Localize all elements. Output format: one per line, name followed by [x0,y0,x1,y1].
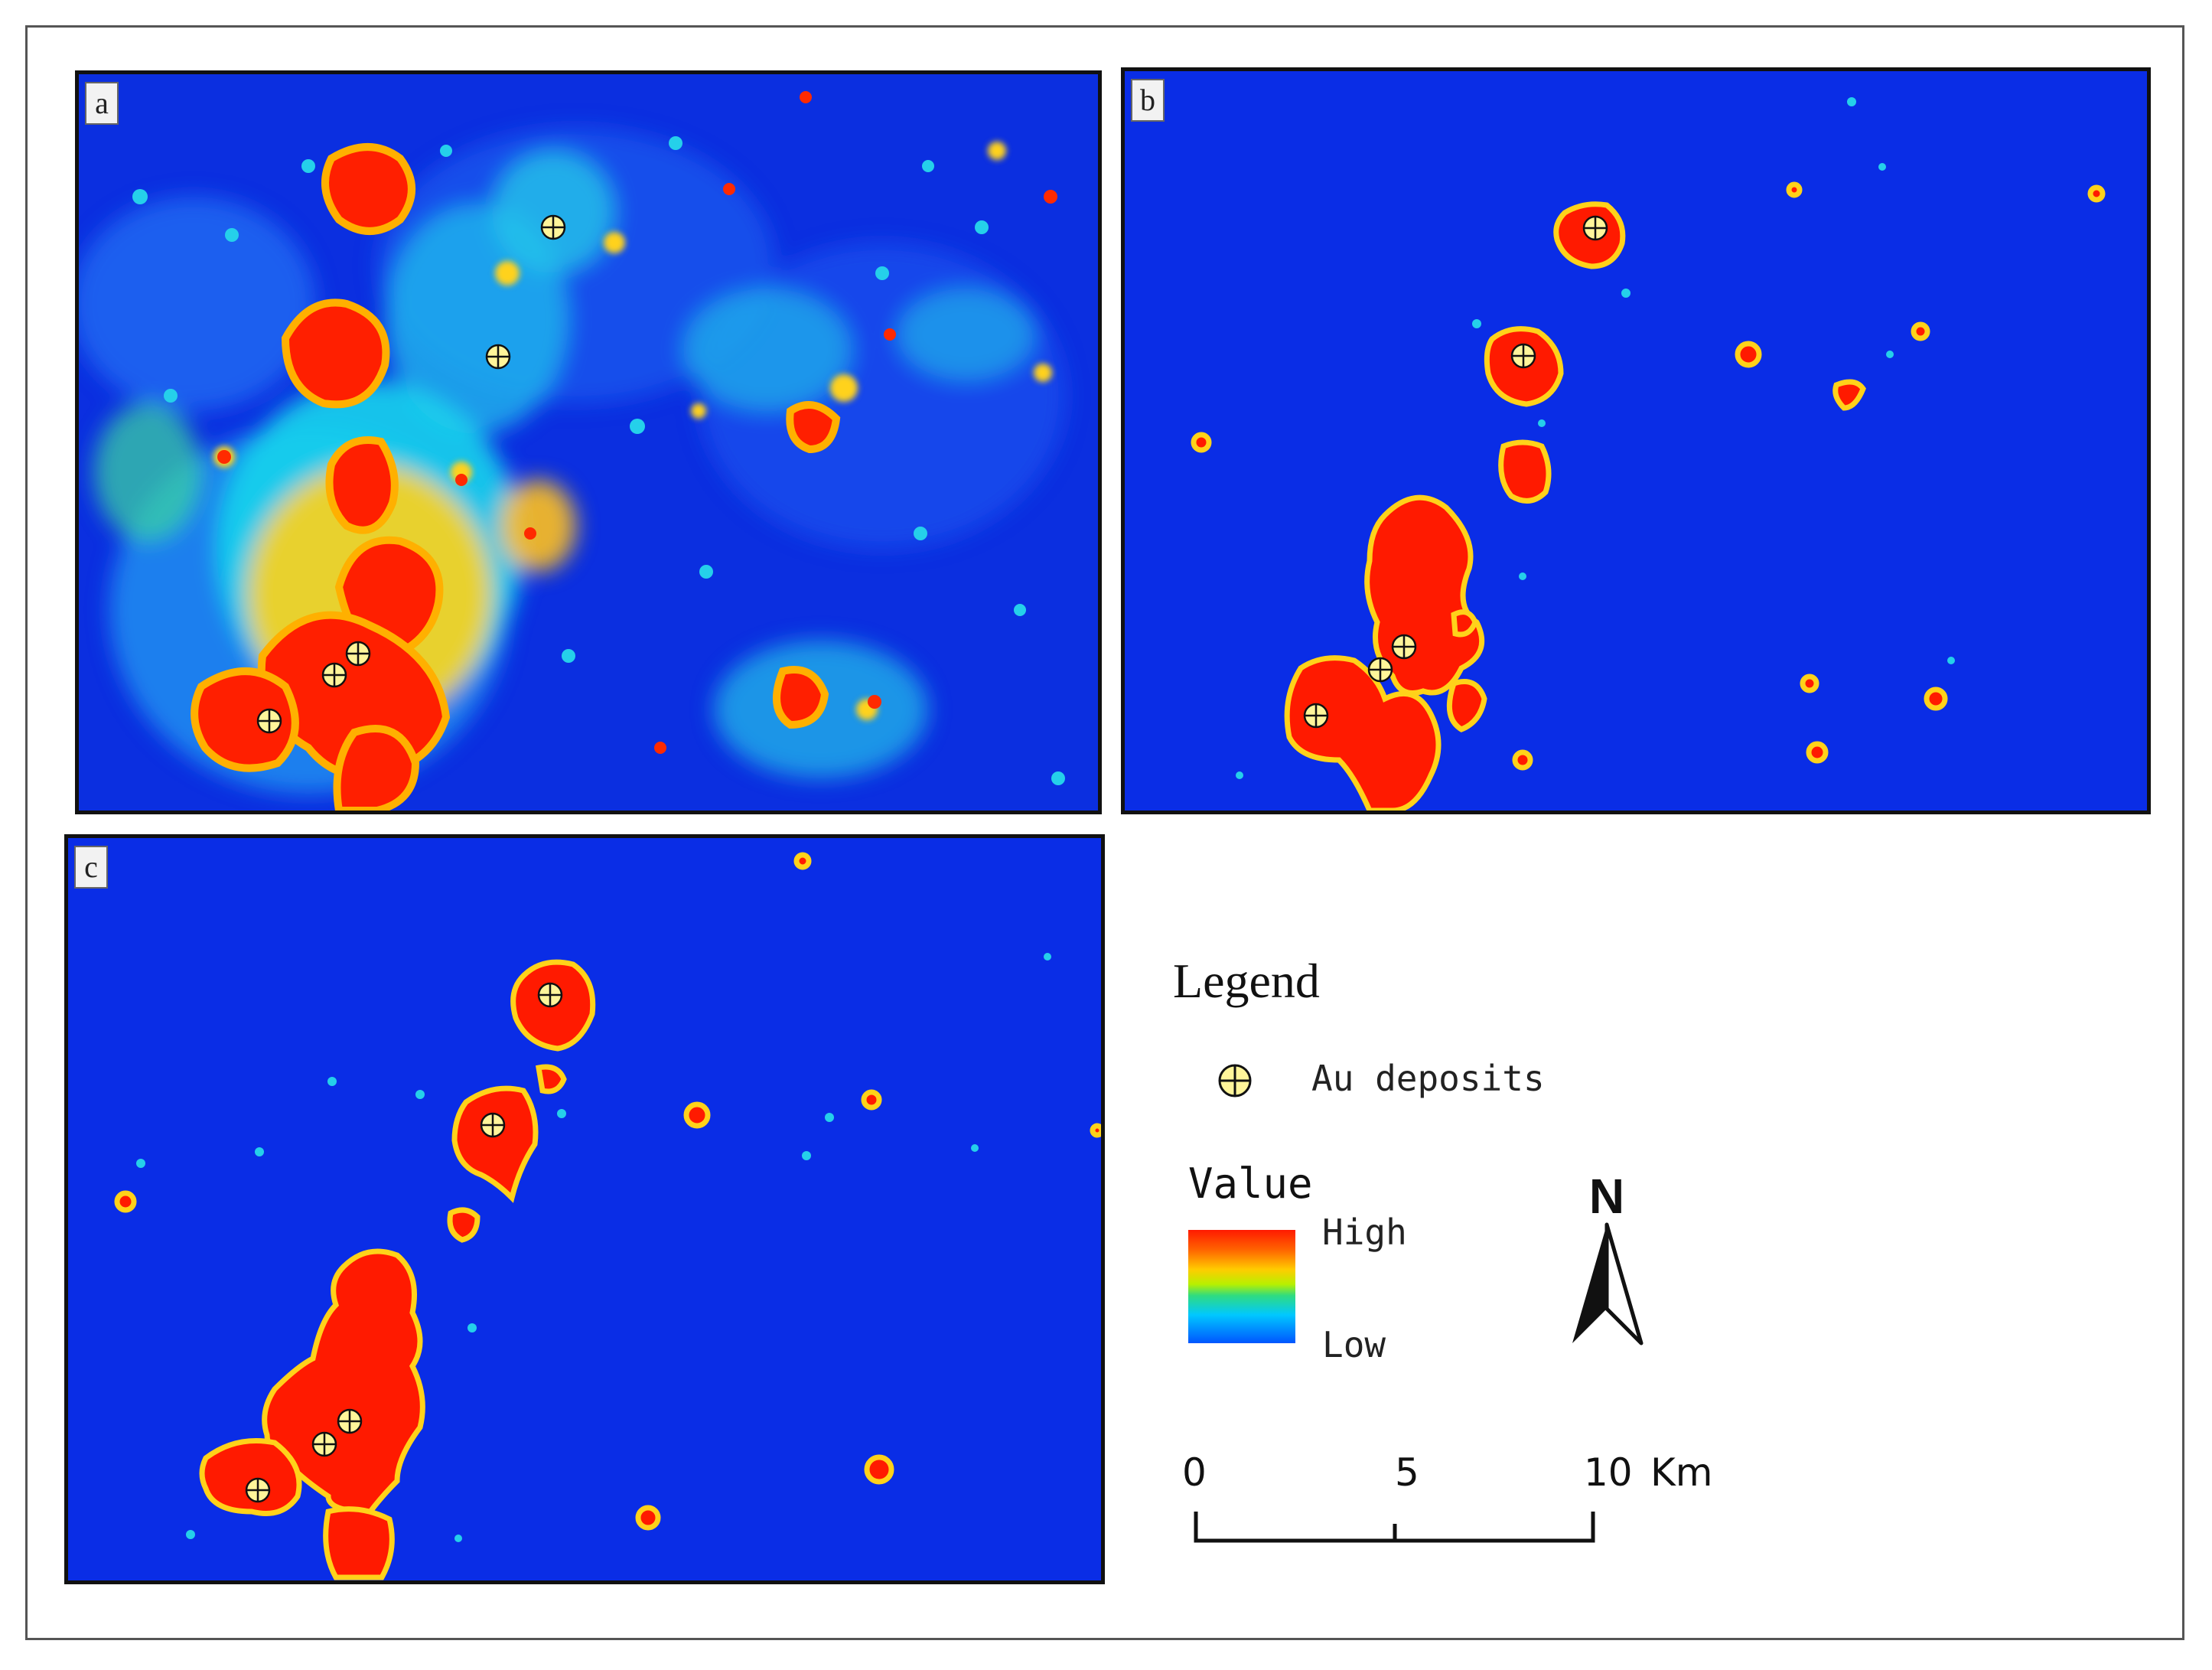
color-ramp [1188,1230,1295,1343]
scale-tick-0: 0 [1182,1450,1207,1495]
legend-title: Legend [1173,954,1320,1008]
north-arrow: N [1565,1167,1649,1351]
au-deposit-icon [1218,1064,1252,1098]
scale-unit: Km [1650,1450,1713,1495]
legend-au-deposits: Au deposits [1215,1055,1598,1108]
scale-tick-5: 5 [1395,1450,1419,1495]
scale-bar-line [1194,1512,1595,1543]
value-title: Value [1188,1160,1313,1208]
figure-frame [25,25,2184,1640]
scale-bar: 0 5 10 Km [1182,1450,1733,1557]
heatmap-c [68,838,1101,1580]
scale-tick-10: 10 [1584,1450,1633,1495]
map-panel-a: a [75,70,1102,814]
panel-label-a: a [85,82,119,125]
heatmap-a [79,74,1098,811]
ramp-low-label: Low [1322,1324,1386,1365]
heatmap-b [1125,71,2147,811]
map-panel-c: c [64,834,1105,1584]
au-deposits-label: Au deposits [1311,1058,1545,1099]
panel-label-b: b [1131,79,1165,122]
ramp-high-label: High [1322,1212,1407,1253]
panel-label-c: c [74,846,108,889]
map-panel-b: b [1121,67,2151,814]
north-label: N [1589,1169,1624,1224]
north-arrow-icon: N [1572,1169,1644,1345]
